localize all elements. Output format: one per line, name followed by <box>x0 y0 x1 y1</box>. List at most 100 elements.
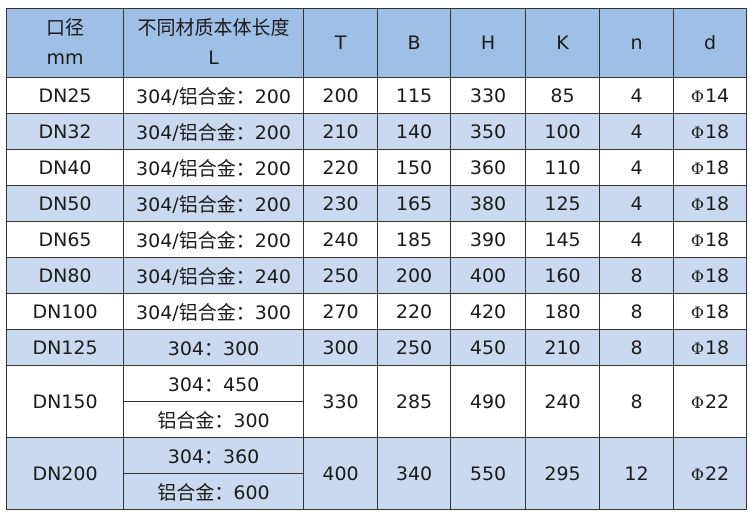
K-cell: 160 <box>525 257 600 294</box>
H-cell: 400 <box>450 257 526 294</box>
length-cell: 304/铝合金：300 <box>123 293 304 330</box>
phi-symbol: Φ <box>690 266 704 286</box>
header-H: H <box>450 8 526 78</box>
K-cell: 295 <box>525 437 600 510</box>
H-cell: 380 <box>450 185 526 222</box>
phi-symbol: Φ <box>690 338 704 358</box>
header-caliber-label: 口径 <box>45 17 84 39</box>
H-cell: 490 <box>450 365 526 438</box>
n-cell: 4 <box>599 185 674 222</box>
d-cell: Φ18 <box>673 113 747 150</box>
header-length: 不同材质本体长度 L <box>123 8 304 78</box>
table-row: DN40 304/铝合金：200 220 150 360 110 4 Φ18 <box>6 149 747 186</box>
phi-symbol: Φ <box>690 194 704 214</box>
length-cell: 铝合金：600 <box>123 473 304 510</box>
H-cell: 360 <box>450 149 526 186</box>
H-cell: 420 <box>450 293 526 330</box>
B-cell: 285 <box>377 365 451 438</box>
n-cell: 4 <box>599 77 674 114</box>
K-cell: 125 <box>525 185 600 222</box>
header-length-label: 不同材质本体长度 <box>137 17 290 39</box>
table-row: DN65 304/铝合金：200 240 185 390 145 4 Φ18 <box>6 221 747 258</box>
header-B: B <box>377 8 451 78</box>
caliber-cell: DN40 <box>6 149 124 186</box>
diameter-value: 18 <box>704 264 730 287</box>
caliber-cell: DN50 <box>6 185 124 222</box>
T-cell: 200 <box>303 77 378 114</box>
n-cell: 8 <box>599 293 674 330</box>
B-cell: 115 <box>377 77 451 114</box>
T-cell: 210 <box>303 113 378 150</box>
phi-symbol: Φ <box>690 158 704 178</box>
spec-table: 口径 mm 不同材质本体长度 L T B H K n d DN25 304/铝合金：2… <box>6 8 747 510</box>
T-cell: 240 <box>303 221 378 258</box>
B-cell: 185 <box>377 221 451 258</box>
K-cell: 180 <box>525 293 600 330</box>
diameter-value: 18 <box>704 300 730 323</box>
K-cell: 110 <box>525 149 600 186</box>
phi-symbol: Φ <box>690 392 704 412</box>
T-cell: 270 <box>303 293 378 330</box>
table-row: DN32 304/铝合金：200 210 140 350 100 4 Φ18 <box>6 113 747 150</box>
n-cell: 8 <box>599 329 674 366</box>
d-cell: Φ18 <box>673 257 747 294</box>
caliber-cell: DN200 <box>6 437 124 510</box>
B-cell: 165 <box>377 185 451 222</box>
header-K: K <box>525 8 600 78</box>
table-row: DN200 304：360 400 340 550 295 12 Φ22 <box>6 437 747 510</box>
d-cell: Φ18 <box>673 329 747 366</box>
phi-symbol: Φ <box>690 86 704 106</box>
n-cell: 4 <box>599 113 674 150</box>
length-cell: 304/铝合金：200 <box>123 185 304 222</box>
T-cell: 400 <box>303 437 378 510</box>
diameter-value: 18 <box>704 336 730 359</box>
K-cell: 145 <box>525 221 600 258</box>
d-cell: Φ22 <box>673 437 747 510</box>
table-row: DN50 304/铝合金：200 230 165 380 125 4 Φ18 <box>6 185 747 222</box>
B-cell: 250 <box>377 329 451 366</box>
T-cell: 250 <box>303 257 378 294</box>
header-row: 口径 mm 不同材质本体长度 L T B H K n d <box>6 8 747 78</box>
header-length-symbol: L <box>208 47 219 69</box>
header-caliber: 口径 mm <box>6 8 124 78</box>
T-cell: 220 <box>303 149 378 186</box>
header-d: d <box>673 8 747 78</box>
length-cell: 304/铝合金：200 <box>123 221 304 258</box>
length-cell: 铝合金：300 <box>123 401 304 438</box>
H-cell: 550 <box>450 437 526 510</box>
T-cell: 300 <box>303 329 378 366</box>
d-cell: Φ22 <box>673 365 747 438</box>
K-cell: 210 <box>525 329 600 366</box>
d-cell: Φ18 <box>673 221 747 258</box>
n-cell: 12 <box>599 437 674 510</box>
d-cell: Φ14 <box>673 77 747 114</box>
B-cell: 340 <box>377 437 451 510</box>
table-subrow: 铝合金：600 <box>7 473 747 510</box>
table-row: DN80 304/铝合金：240 250 200 400 160 8 Φ18 <box>6 257 747 294</box>
length-cell: 304/铝合金：240 <box>123 257 304 294</box>
length-cell: 304：300 <box>123 329 304 366</box>
K-cell: 85 <box>525 77 600 114</box>
d-cell: Φ18 <box>673 293 747 330</box>
diameter-value: 18 <box>704 228 730 251</box>
diameter-value: 18 <box>704 156 730 179</box>
B-cell: 200 <box>377 257 451 294</box>
table-row: DN100 304/铝合金：300 270 220 420 180 8 Φ18 <box>6 293 747 330</box>
d-cell: Φ18 <box>673 149 747 186</box>
diameter-value: 22 <box>704 462 730 485</box>
length-cell: 304/铝合金：200 <box>123 77 304 114</box>
caliber-cell: DN80 <box>6 257 124 294</box>
length-cell: 304：360 <box>123 437 304 474</box>
phi-symbol: Φ <box>690 230 704 250</box>
T-cell: 330 <box>303 365 378 438</box>
caliber-cell: DN32 <box>6 113 124 150</box>
caliber-cell: DN25 <box>6 77 124 114</box>
n-cell: 4 <box>599 221 674 258</box>
diameter-value: 22 <box>704 390 730 413</box>
caliber-cell: DN150 <box>6 365 124 438</box>
K-cell: 240 <box>525 365 600 438</box>
H-cell: 330 <box>450 77 526 114</box>
diameter-value: 14 <box>704 84 730 107</box>
caliber-cell: DN65 <box>6 221 124 258</box>
length-cell: 304/铝合金：200 <box>123 113 304 150</box>
